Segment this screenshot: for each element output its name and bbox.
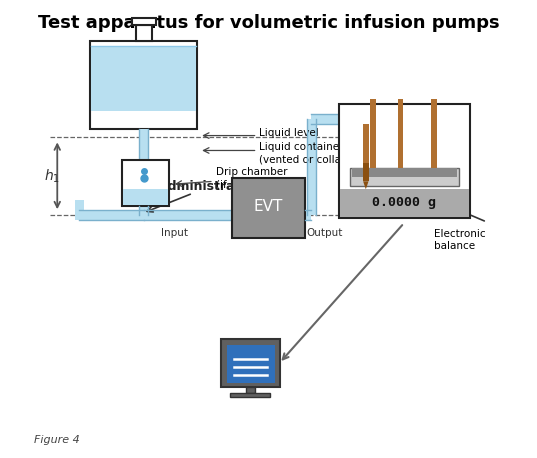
Text: Figure 4: Figure 4	[34, 435, 79, 445]
Text: Drip chamber
(if included): Drip chamber (if included)	[216, 167, 287, 190]
Bar	[124, 189, 168, 205]
Text: Input: Input	[161, 228, 188, 238]
Bar	[135, 25, 152, 41]
Bar	[91, 46, 196, 111]
Bar	[371, 99, 376, 169]
Bar	[139, 206, 148, 215]
Bar	[132, 18, 156, 25]
Text: Output: Output	[307, 228, 343, 238]
Text: Administration set: Administration set	[158, 180, 288, 193]
Bar	[307, 119, 316, 215]
Text: Liquid level: Liquid level	[259, 128, 319, 137]
Bar	[363, 124, 368, 164]
Bar	[144, 210, 232, 220]
Bar	[363, 164, 368, 181]
Bar	[398, 99, 403, 169]
Text: Needle
(18G, 1.2 mm,
see ISO 7864): Needle (18G, 1.2 mm, see ISO 7864)	[387, 133, 462, 168]
Text: EVT: EVT	[254, 199, 283, 213]
Bar	[221, 339, 280, 387]
Bar	[232, 178, 305, 238]
Text: Liquid container
(vented or collapsible bag): Liquid container (vented or collapsible …	[259, 142, 400, 165]
Bar	[139, 129, 148, 160]
Polygon shape	[363, 181, 368, 189]
Text: 0.0000 g: 0.0000 g	[372, 196, 436, 209]
Bar	[350, 169, 459, 186]
Text: Electronic
balance: Electronic balance	[434, 229, 485, 251]
Bar	[338, 104, 470, 218]
Bar	[340, 189, 469, 217]
Bar	[431, 99, 437, 169]
Text: Test apparatus for volumetric infusion pumps: Test apparatus for volumetric infusion p…	[38, 14, 499, 33]
Bar	[352, 169, 457, 177]
Bar	[90, 41, 198, 129]
Text: $h_1$: $h_1$	[44, 167, 60, 185]
Bar	[122, 160, 169, 206]
Bar	[230, 393, 270, 397]
Bar	[305, 210, 311, 220]
Bar	[75, 200, 84, 220]
Bar	[79, 210, 144, 220]
Bar	[311, 114, 366, 124]
Bar	[361, 119, 371, 169]
Bar	[228, 345, 275, 383]
Bar	[246, 387, 255, 393]
